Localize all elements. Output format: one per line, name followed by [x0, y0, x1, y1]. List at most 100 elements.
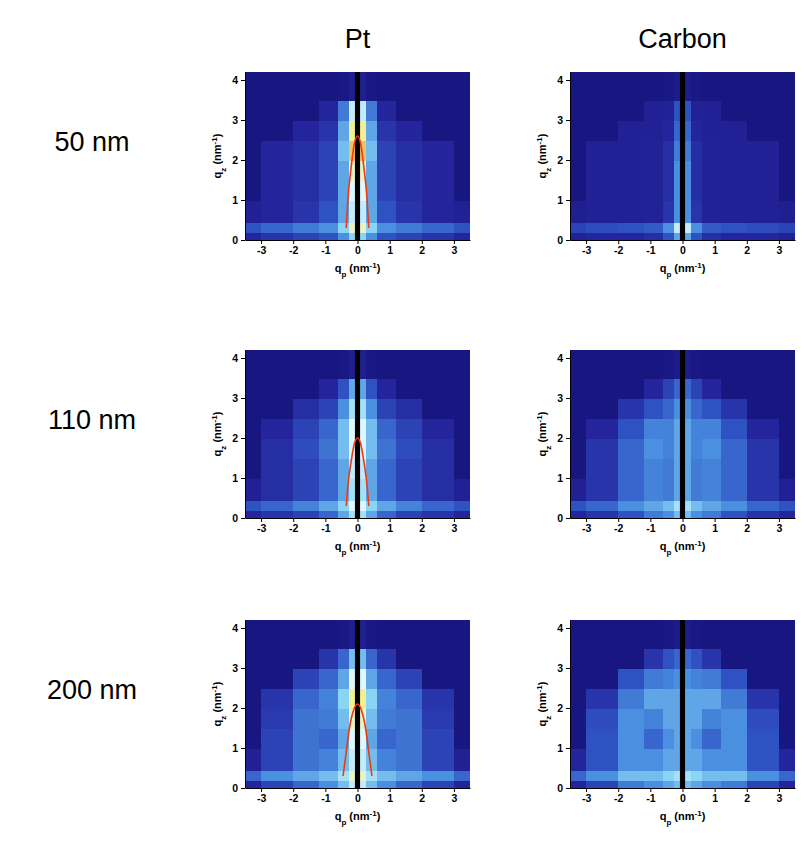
heatmap-cell: [702, 500, 722, 511]
heatmap-cell: [570, 398, 587, 419]
panel: -3-2-1012301234qp (nm-1)qz (nm-1): [210, 620, 471, 827]
heatmap-cell: [261, 770, 294, 781]
heatmap-cell: [721, 418, 747, 439]
heatmap-cell: [644, 180, 664, 201]
heatmap-cell: [586, 620, 619, 649]
tick: 3: [777, 240, 783, 256]
tick: 4: [557, 74, 570, 86]
axis-title-part: ): [377, 810, 381, 822]
heatmap-cell: [779, 500, 795, 511]
heatmap-cell: [293, 100, 319, 121]
heatmap-cell: [702, 378, 722, 399]
beamstop: [680, 620, 685, 788]
heatmap-cell: [779, 458, 795, 479]
heatmap-cell: [454, 438, 470, 459]
heatmap-cell: [586, 688, 619, 709]
heatmap-cell: [319, 398, 339, 419]
heatmap-cell: [691, 160, 703, 181]
tick: 1: [232, 472, 245, 484]
heatmap-cell: [245, 510, 262, 518]
heatmap-cell: [721, 120, 747, 141]
heatmap-cell: [396, 458, 422, 479]
heatmap-cell: [691, 620, 703, 649]
tick: 1: [387, 788, 393, 804]
heatmap-cell: [618, 418, 644, 439]
heatmap-cell: [702, 438, 722, 459]
heatmap-cell: [319, 418, 339, 439]
heatmap-cell: [245, 120, 262, 141]
overlay-line: [343, 704, 372, 776]
panel: -3-2-1012301234qp (nm-1)qz (nm-1): [535, 350, 796, 557]
heatmap-cell: [338, 510, 350, 518]
heatmap-cell: [663, 770, 675, 781]
axis-title-part: q: [211, 172, 223, 179]
tick: 3: [777, 518, 783, 534]
heatmap-cell: [644, 728, 664, 749]
tick-label: 1: [712, 522, 718, 534]
heatmap-cell: [570, 748, 587, 771]
tick: -1: [646, 788, 655, 804]
heatmap-cell: [396, 418, 422, 439]
y-axis: 01234: [557, 73, 570, 246]
heatmap-cell: [721, 200, 747, 223]
tick-mark: [325, 240, 326, 244]
heatmap-cell: [377, 120, 397, 141]
heatmap-cell: [586, 418, 619, 439]
axis-title-part: ): [211, 681, 223, 685]
heatmap-cell: [721, 620, 747, 649]
tick: -2: [614, 788, 623, 804]
heatmap-cell: [319, 140, 339, 161]
heatmap-cell: [261, 458, 294, 479]
heatmap-cell: [366, 160, 378, 181]
heatmap-cell: [702, 620, 722, 649]
heatmap-cell: [586, 120, 619, 141]
heatmap-cell: [338, 668, 350, 689]
heatmap-cell: [338, 688, 350, 709]
heatmap-cell: [293, 398, 319, 419]
heatmap-cell: [644, 350, 664, 379]
tick: 2: [419, 240, 425, 256]
heatmap-cell: [454, 688, 470, 709]
heatmap-cell: [570, 180, 587, 201]
heatmap-cell: [618, 780, 644, 788]
x-axis: -3-2-10123: [246, 240, 471, 256]
heatmap-cell: [338, 438, 350, 459]
tick: 0: [232, 512, 245, 524]
heatmap-cell: [721, 72, 747, 101]
x-axis: -3-2-10123: [246, 788, 471, 804]
axis-title-part: ): [536, 411, 548, 415]
heatmap-cell: [454, 620, 470, 649]
heatmap-cell: [644, 232, 664, 240]
heatmap-cell: [663, 232, 675, 240]
tick: 1: [557, 194, 570, 206]
heatmap-cell: [319, 510, 339, 518]
heatmap-cell: [366, 120, 378, 141]
tick: -3: [257, 240, 266, 256]
heatmap-cell: [245, 418, 262, 439]
tick: 4: [232, 622, 245, 634]
tick-label: -3: [257, 792, 266, 804]
tick-mark: [241, 668, 245, 669]
heatmap-cell: [422, 500, 455, 511]
heatmap-cell: [779, 668, 795, 689]
heatmap-cell: [618, 160, 644, 181]
tick-label: 0: [680, 244, 686, 256]
heatmap-cell: [366, 510, 378, 518]
tick: 1: [712, 518, 718, 534]
tick: 2: [419, 518, 425, 534]
heatmap-cell: [377, 72, 397, 101]
heatmap-cell: [261, 350, 294, 379]
heatmap-cell: [691, 500, 703, 511]
heatmap-cell: [338, 120, 350, 141]
axis-title-part: q: [211, 450, 223, 457]
heatmap-cell: [261, 500, 294, 511]
axis-title-part: (nm: [346, 262, 369, 274]
heatmap-cell: [779, 620, 795, 649]
heatmap-cell: [377, 688, 397, 709]
heatmap-cell: [586, 160, 619, 181]
tick-mark: [566, 668, 570, 669]
x-axis-title: qp (nm-1): [335, 539, 381, 557]
heatmap-cell: [396, 780, 422, 788]
tick-mark: [566, 478, 570, 479]
axis-line: [245, 351, 246, 519]
